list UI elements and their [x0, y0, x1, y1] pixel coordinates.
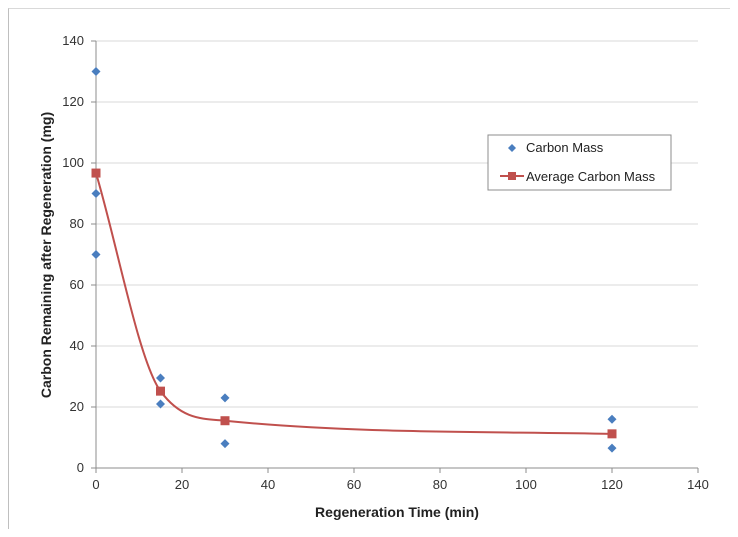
carbon-mass-point — [156, 399, 165, 409]
x-tick-label: 60 — [347, 477, 361, 492]
y-tick-labels: 0 20 40 60 80 100 120 140 — [62, 33, 84, 475]
y-tick-label: 140 — [62, 33, 84, 48]
y-tick-label: 40 — [70, 338, 84, 353]
x-tick-labels: 0 20 40 60 80 100 120 140 — [92, 477, 708, 492]
carbon-mass-point — [91, 250, 101, 259]
x-tick-label: 120 — [601, 477, 623, 492]
carbon-mass-point — [607, 414, 617, 424]
legend-label-carbon-mass: Carbon Mass — [526, 140, 604, 155]
average-point — [91, 168, 101, 178]
carbon-mass-point — [91, 67, 101, 76]
chart-frame — [8, 8, 730, 529]
carbon-mass-point — [91, 189, 101, 198]
gridlines — [96, 40, 698, 408]
x-tick-label: 40 — [261, 477, 275, 492]
legend-label-average-carbon-mass: Average Carbon Mass — [526, 169, 656, 184]
average-point — [607, 429, 617, 439]
legend: Carbon Mass Average Carbon Mass — [487, 134, 672, 191]
x-tick-label: 140 — [687, 477, 709, 492]
carbon-mass-point — [220, 439, 230, 449]
x-tick-label: 80 — [433, 477, 447, 492]
legend-diamond-marker — [508, 144, 516, 152]
y-tick-label: 20 — [70, 399, 84, 414]
average-point — [220, 416, 230, 426]
axes — [91, 40, 699, 473]
x-axis-title: Regeneration Time (min) — [315, 504, 479, 520]
y-tick-label: 100 — [62, 155, 84, 170]
y-tick-label: 120 — [62, 94, 84, 109]
x-tick-label: 100 — [515, 477, 537, 492]
carbon-mass-point — [607, 443, 617, 453]
y-tick-label: 80 — [70, 216, 84, 231]
carbon-mass-point — [156, 373, 165, 383]
data-points — [91, 67, 617, 453]
legend-square-marker — [508, 172, 516, 180]
average-carbon-mass-line — [95, 172, 613, 435]
legend-box — [487, 134, 672, 191]
average-line — [95, 172, 613, 435]
y-axis-title: Carbon Remaining after Regeneration (mg) — [38, 112, 54, 398]
carbon-mass-point — [220, 393, 230, 403]
average-point — [156, 386, 165, 396]
y-tick-label: 0 — [77, 460, 84, 475]
x-tick-label: 20 — [175, 477, 189, 492]
x-tick-label: 0 — [92, 477, 99, 492]
y-tick-label: 60 — [70, 277, 84, 292]
